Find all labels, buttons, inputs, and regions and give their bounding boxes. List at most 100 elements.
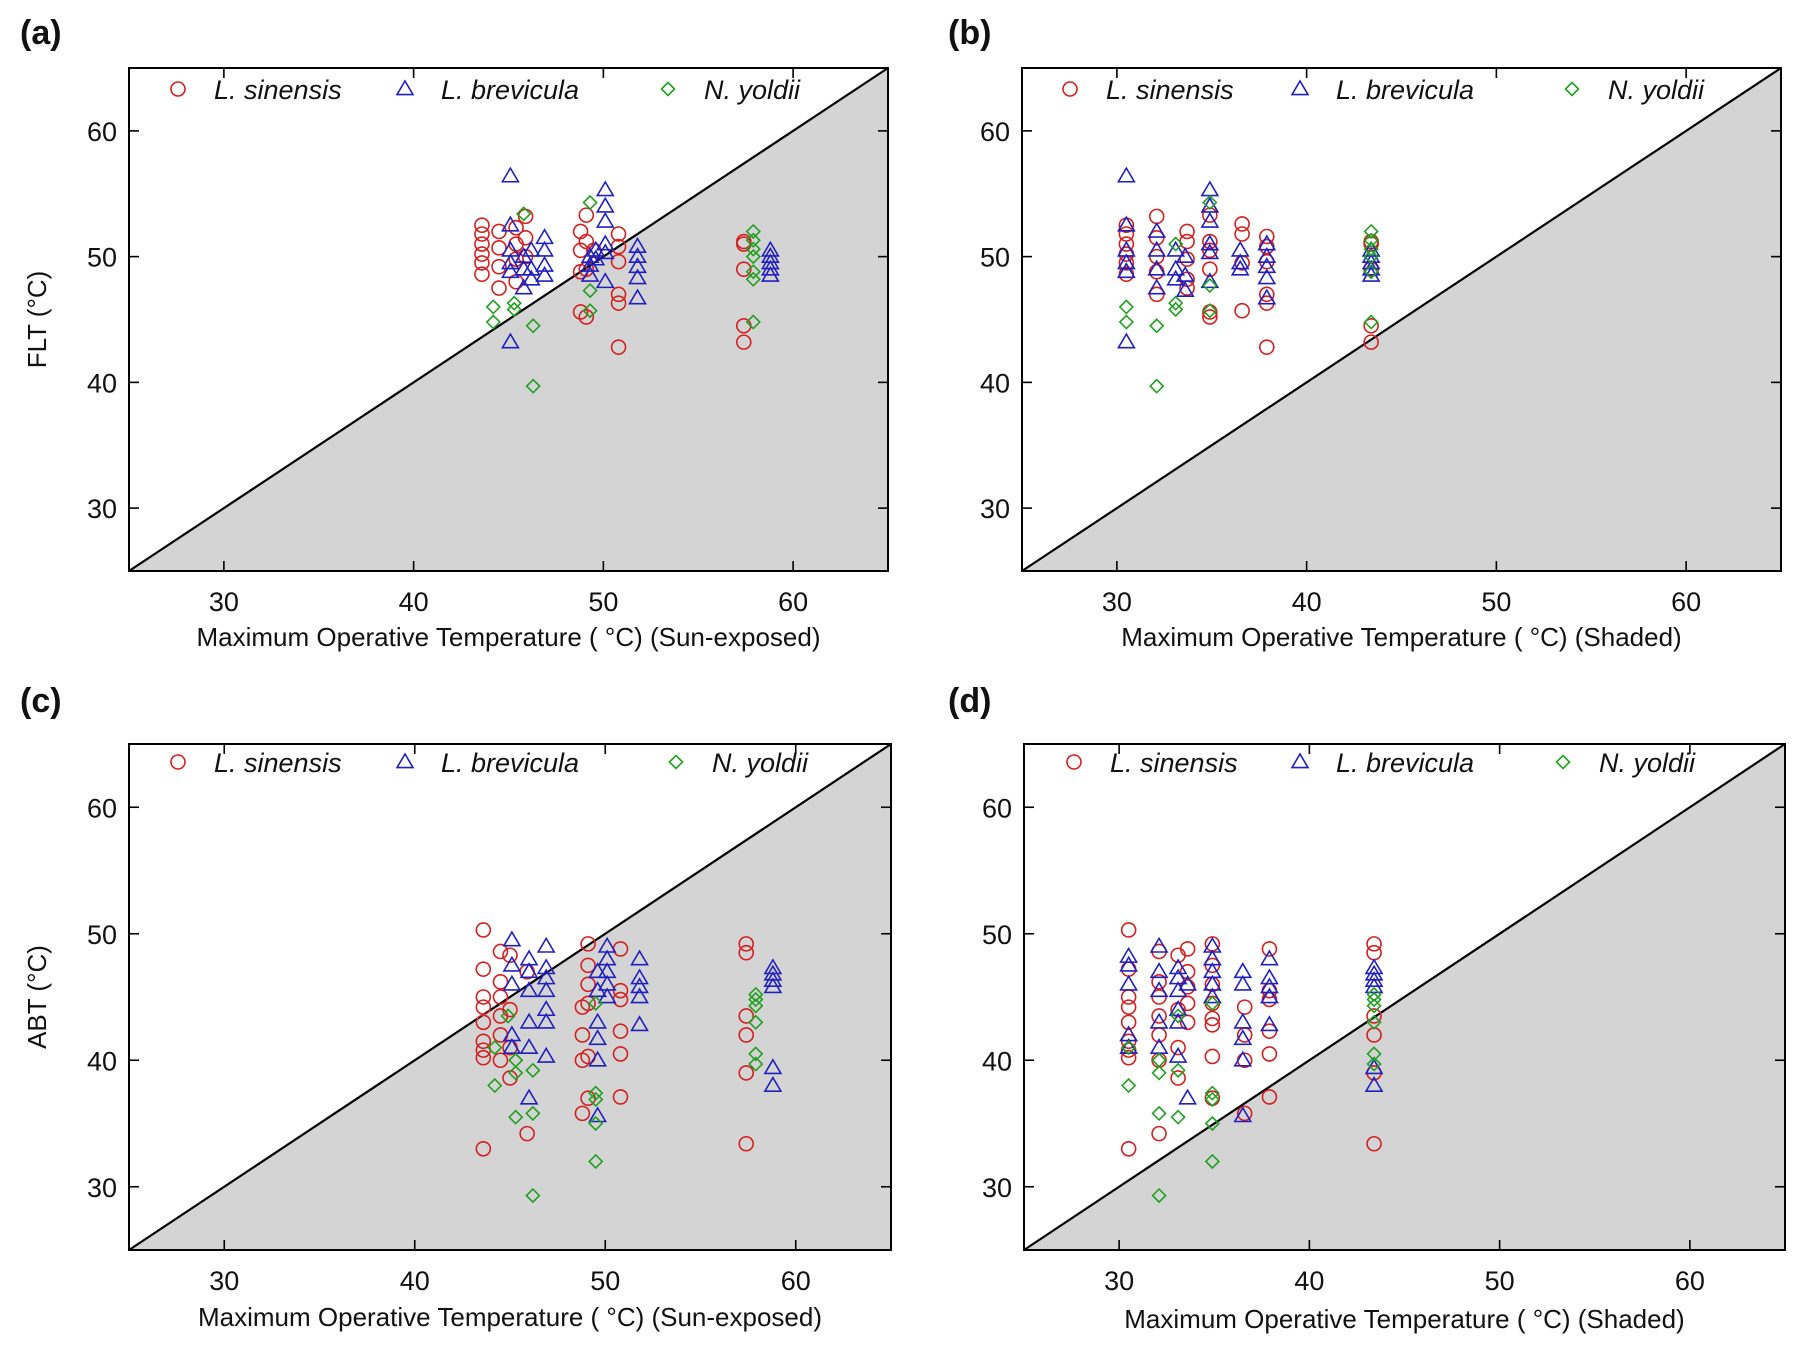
data-point [1168, 236, 1184, 252]
data-point [1178, 1088, 1198, 1105]
data-point [508, 1109, 524, 1125]
panel-label: (a) [20, 14, 62, 52]
legend-label: N. yoldii [1608, 75, 1705, 105]
data-point [1261, 1089, 1278, 1105]
data-point [1179, 963, 1196, 980]
data-point [1366, 1046, 1382, 1062]
data-point [1366, 1135, 1382, 1152]
y-tick-label: 30 [87, 494, 117, 524]
data-point [1202, 261, 1218, 278]
data-point [595, 211, 615, 228]
legend-marker [1062, 81, 1078, 97]
data-point [588, 962, 608, 979]
data-point [491, 258, 507, 275]
data-point [1204, 1115, 1220, 1132]
panel-label: (b) [948, 14, 991, 52]
data-point [521, 259, 541, 276]
data-point [597, 987, 617, 1004]
data-point [492, 989, 509, 1005]
data-point [1366, 998, 1382, 1014]
data-point [1202, 987, 1222, 1004]
data-point [1204, 1017, 1221, 1033]
data-point [630, 1015, 649, 1032]
data-point [1151, 974, 1167, 990]
data-point [628, 247, 647, 264]
data-point [1260, 1015, 1279, 1032]
data-point [630, 987, 649, 1004]
panel-label: (c) [20, 682, 62, 720]
data-point [1147, 259, 1167, 276]
data-point [745, 264, 761, 280]
data-point [1234, 226, 1250, 242]
y-tick-label: 40 [87, 368, 117, 398]
data-point [595, 234, 615, 251]
data-point [760, 259, 780, 276]
data-point [1258, 339, 1275, 355]
data-point [502, 974, 522, 991]
data-point [1258, 238, 1275, 255]
data-point [1204, 1153, 1220, 1170]
data-point [1120, 1141, 1137, 1157]
y-axis-title: FLT (°C) [22, 271, 52, 369]
data-point [514, 278, 534, 295]
legend-marker [395, 752, 415, 769]
data-point [595, 243, 615, 260]
data-point [474, 236, 490, 252]
data-point [492, 974, 509, 990]
data-point [1258, 286, 1275, 303]
data-point [1151, 1105, 1167, 1122]
legend-marker [1555, 754, 1571, 770]
data-point [492, 943, 509, 960]
legend-label: N. yoldii [1599, 748, 1696, 778]
y-tick-label: 60 [87, 117, 117, 147]
data-point [1200, 180, 1220, 197]
series-circle [475, 922, 755, 1157]
data-point [1257, 247, 1277, 264]
data-point [582, 282, 598, 299]
data-point [1119, 974, 1139, 991]
data-point [630, 968, 649, 985]
data-point [628, 257, 647, 274]
data-point [1170, 1008, 1186, 1024]
x-tick-label: 40 [399, 587, 429, 617]
x-tick-label: 60 [781, 1266, 811, 1296]
data-point [502, 947, 518, 964]
data-point [588, 1050, 608, 1067]
data-point [500, 332, 520, 349]
data-point [1366, 944, 1382, 961]
series-triangle [502, 930, 783, 1123]
data-point [610, 339, 627, 355]
data-point [1149, 936, 1169, 953]
data-point [582, 194, 598, 211]
legend-label: N. yoldii [712, 748, 809, 778]
data-point [1118, 299, 1134, 315]
data-point [1257, 288, 1277, 305]
data-point [1151, 1187, 1167, 1204]
reference-line [1021, 67, 1782, 572]
data-point [1148, 208, 1165, 225]
data-point [628, 288, 647, 305]
data-point [1149, 981, 1169, 998]
data-point [1204, 995, 1220, 1011]
data-point [1149, 378, 1165, 394]
data-point [630, 949, 649, 966]
data-point [610, 295, 627, 311]
data-point [474, 226, 490, 242]
data-point [475, 1141, 492, 1157]
data-point [748, 1046, 764, 1062]
data-point [578, 233, 595, 250]
data-point [745, 248, 761, 265]
data-point [500, 262, 520, 279]
y-tick-label: 40 [87, 1046, 117, 1076]
data-point [628, 268, 647, 285]
data-point [521, 240, 541, 257]
data-point [738, 1008, 755, 1024]
data-point [1261, 941, 1278, 957]
series-triangle [500, 166, 780, 349]
x-tick-label: 30 [1104, 1266, 1134, 1296]
data-point [745, 223, 761, 240]
plot-frame [1023, 743, 1786, 1251]
y-tick-label: 40 [982, 1046, 1012, 1076]
legend-marker [395, 79, 415, 96]
data-point [1116, 253, 1136, 270]
